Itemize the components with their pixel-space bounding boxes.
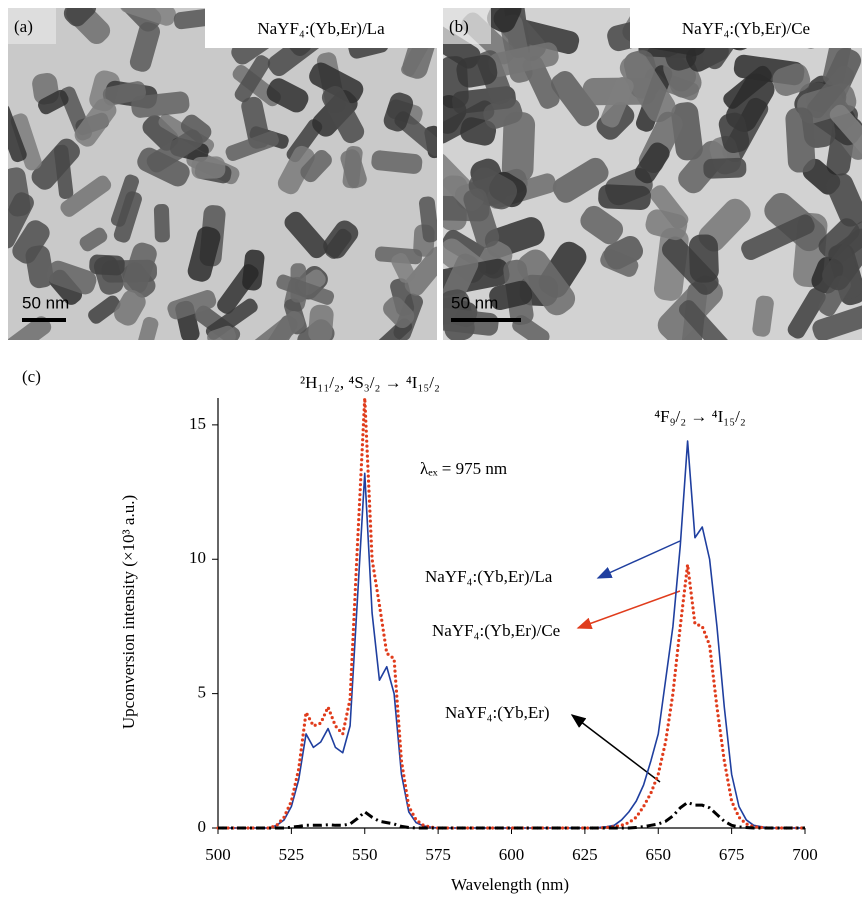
scale-bar-label: 50 nm <box>451 293 498 312</box>
tem-image: NaYF₄:(Yb,Er)/La (a) 50 nm <box>0 0 453 365</box>
series-label: NaYF₄:(Yb,Er) <box>445 703 550 722</box>
tem-image: NaYF₄:(Yb,Er)/Ce (b) 50 nm <box>419 0 865 363</box>
x-tick-label: 700 <box>792 845 818 864</box>
scale-bar-label: 50 nm <box>22 293 69 312</box>
nanorod <box>308 304 335 344</box>
x-tick-label: 550 <box>352 845 378 864</box>
y-tick-label: 0 <box>198 817 207 836</box>
panel-label: (c) <box>22 367 41 386</box>
series-line <box>218 802 805 828</box>
x-tick-label: 525 <box>279 845 305 864</box>
image-caption: NaYF₄:(Yb,Er)/Ce <box>682 19 810 38</box>
scale-bar <box>451 318 521 322</box>
series-label: NaYF₄:(Yb,Er)/Ce <box>432 621 560 640</box>
nanorod <box>501 111 535 182</box>
x-tick-label: 500 <box>205 845 231 864</box>
x-tick-label: 625 <box>572 845 598 864</box>
x-tick-label: 675 <box>719 845 745 864</box>
nanorod <box>598 184 652 210</box>
annotation-arrow <box>578 591 680 628</box>
annotation-arrow <box>598 541 680 578</box>
y-axis-title: Upconversion intensity (×10³ a.u.) <box>119 495 138 729</box>
series-line <box>218 398 805 828</box>
nanorod <box>703 158 747 179</box>
panel-label: (b) <box>449 17 469 36</box>
annotation: ²H₁₁/₂, ⁴S₃/₂ → ⁴I₁₅/₂ <box>300 373 440 392</box>
x-axis-title: Wavelength (nm) <box>451 875 569 894</box>
nanorod <box>785 107 816 173</box>
annotation: λₑₓ = 975 nm <box>420 459 507 478</box>
nanorod <box>154 204 170 243</box>
panel-label: (a) <box>14 17 33 36</box>
y-tick-label: 5 <box>198 683 207 702</box>
y-tick-label: 10 <box>189 548 206 567</box>
y-tick-label: 15 <box>189 414 206 433</box>
spectrum-chart: (c) Wavelength (nm) Upconversion intensi… <box>22 367 818 894</box>
nanorod <box>191 156 226 179</box>
annotation: ⁴F₉/₂ → ⁴I₁₅/₂ <box>654 407 746 426</box>
x-tick-label: 650 <box>646 845 672 864</box>
nanorod <box>688 234 719 283</box>
series-label: NaYF₄:(Yb,Er)/La <box>425 567 553 586</box>
x-tick-label: 575 <box>425 845 451 864</box>
nanorod <box>89 254 125 276</box>
figure: NaYF₄:(Yb,Er)/La (a) 50 nm NaYF₄:(Yb,Er)/C… <box>0 0 865 905</box>
scale-bar <box>22 318 66 322</box>
image-caption: NaYF₄:(Yb,Er)/La <box>257 19 385 38</box>
x-tick-label: 600 <box>499 845 525 864</box>
